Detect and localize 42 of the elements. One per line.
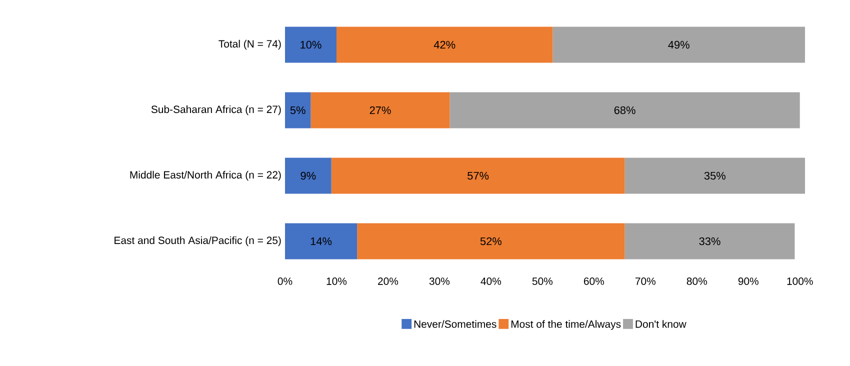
x-tick-label: 0%	[278, 278, 292, 285]
y-tick-label: Middle East/North Africa (n = 22)	[130, 170, 281, 181]
data-label: 10%	[300, 40, 322, 49]
data-label: 52%	[480, 237, 502, 246]
x-tick-label: 70%	[635, 278, 656, 285]
data-label: 14%	[310, 237, 332, 246]
data-label: 5%	[290, 106, 306, 114]
data-label: 35%	[704, 172, 726, 180]
x-tick-label: 30%	[429, 278, 450, 285]
data-label: 68%	[614, 106, 636, 114]
x-tick-label: 80%	[686, 278, 707, 285]
x-tick-label: 90%	[738, 278, 758, 285]
y-tick-label: Sub-Saharan Africa (n = 27)	[151, 105, 281, 116]
bar	[450, 92, 800, 128]
bar	[285, 223, 358, 260]
bar	[552, 26, 806, 63]
x-tick-label: 100%	[787, 278, 813, 285]
data-label: 42%	[434, 40, 456, 49]
bar	[331, 158, 625, 194]
x-tick-label: 40%	[480, 278, 502, 285]
bar	[285, 158, 332, 194]
legend-label: Never/Sometimes	[414, 320, 496, 328]
bar	[624, 158, 806, 194]
data-label: 33%	[699, 237, 720, 246]
x-tick-label: 20%	[378, 278, 398, 285]
bar	[357, 223, 625, 260]
data-label: 27%	[370, 106, 391, 114]
data-label: 49%	[668, 40, 690, 49]
y-tick-label: East and South Asia/Pacific (n = 25)	[114, 236, 281, 246]
data-label: 57%	[468, 172, 489, 180]
bar	[624, 223, 795, 260]
bar	[310, 92, 450, 128]
x-tick-label: 10%	[326, 278, 347, 285]
bar	[285, 26, 336, 63]
data-label: 9%	[300, 172, 316, 180]
legend-label: Don't know	[636, 320, 686, 328]
legend-label: Most of the time/Always	[511, 320, 621, 330]
y-tick-label: Total (N = 74)	[218, 40, 281, 50]
bar	[336, 26, 553, 63]
x-tick-label: 60%	[584, 278, 604, 285]
bar	[285, 92, 311, 128]
x-tick-label: 50%	[532, 278, 553, 285]
